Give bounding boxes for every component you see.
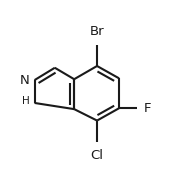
Text: N: N: [20, 74, 29, 87]
Text: Br: Br: [90, 25, 104, 38]
Text: H: H: [22, 96, 29, 106]
Text: F: F: [144, 102, 151, 115]
Text: Cl: Cl: [91, 149, 104, 162]
